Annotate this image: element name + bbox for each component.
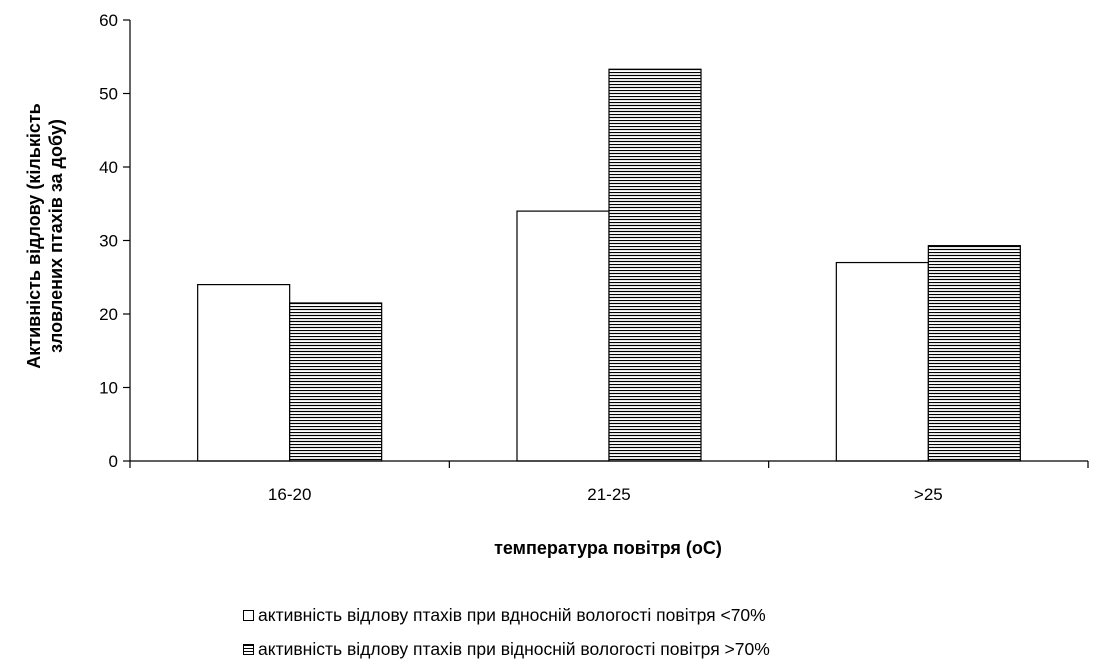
legend-swatch-striped — [243, 643, 254, 655]
legend-swatch-plain — [243, 609, 254, 621]
y-tick-label: 20 — [99, 305, 118, 324]
legend-item-above-70: активність відлову птахів при відносній … — [243, 632, 770, 666]
chart-legend: активність відлову птахів при вдносній в… — [243, 598, 770, 666]
y-tick-label: 50 — [99, 85, 118, 104]
x-ticks-group: 16-20 21-25 >25 — [129, 461, 1089, 504]
bar-above-70-0 — [289, 302, 383, 462]
y-axis-title-line1: Активність відлову (кількість — [24, 103, 44, 368]
y-axis-title-line2: зловлених птахів за добу) — [46, 119, 66, 353]
y-tick-label: 10 — [99, 379, 118, 398]
y-tick-label: 60 — [99, 11, 118, 30]
legend-item-below-70: активність відлову птахів при вдносній в… — [243, 598, 770, 632]
y-tick-label: 0 — [109, 452, 118, 471]
x-tick-label: 16-20 — [268, 485, 311, 504]
legend-label-above-70: активність відлову птахів при відносній … — [258, 639, 770, 659]
bar-above-70-1 — [608, 68, 702, 462]
y-tick-label: 40 — [99, 158, 118, 177]
y-tick-label: 30 — [99, 232, 118, 251]
bar-below-70-0 — [197, 284, 291, 462]
legend-label-below-70: активність відлову птахів при вдносній в… — [258, 605, 766, 625]
bar-above-70-2 — [927, 245, 1021, 462]
bar-chart: 0 10 20 30 40 50 60 16-20 21-25 >25 температура … — [24, 11, 1089, 558]
y-ticks-group: 0 10 20 30 40 50 60 — [99, 11, 130, 471]
x-tick-label: 21-25 — [587, 485, 630, 504]
x-tick-label: >25 — [914, 485, 943, 504]
bars-group — [197, 68, 1021, 462]
x-axis-title: температура повітря (оС) — [494, 538, 722, 558]
bar-below-70-2 — [835, 261, 929, 462]
bar-below-70-1 — [516, 210, 610, 462]
